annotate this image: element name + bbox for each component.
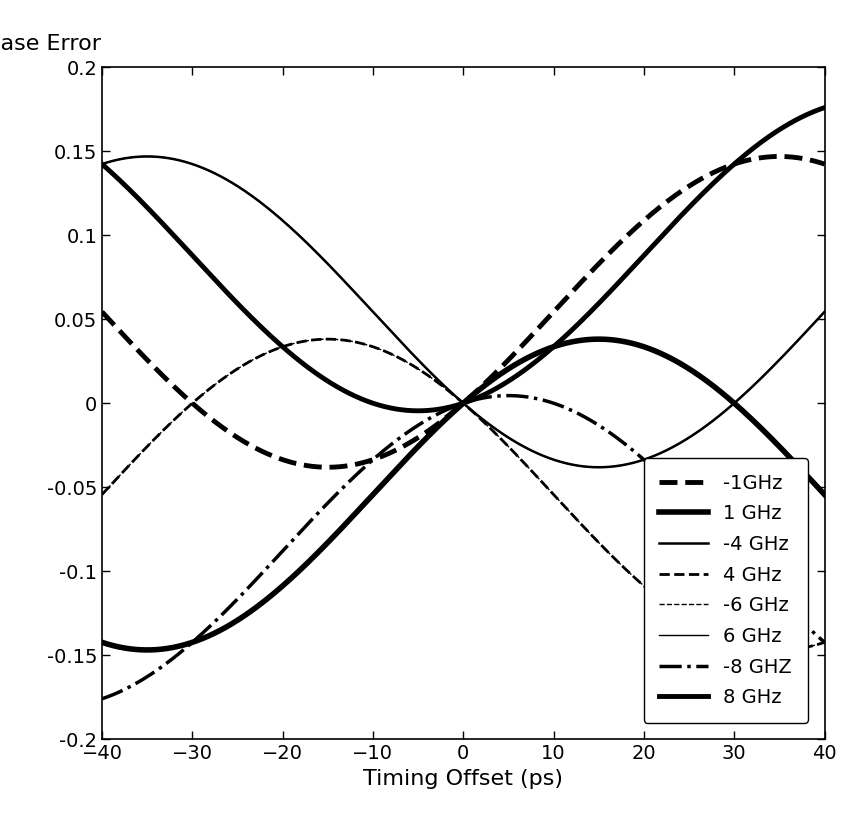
Y-axis label: Phase Error: Phase Error: [0, 34, 101, 54]
-4 GHz: [622, 459, 632, 470]
6 GHz: [762, 368, 772, 378]
-8 GHZ: [622, 440, 632, 450]
4 GHz: [323, 334, 333, 344]
1 GHz: [593, 334, 604, 344]
1 GHz: [622, 337, 632, 347]
Line: -4 GHz: -4 GHz: [102, 156, 824, 467]
8 GHz: [406, 406, 416, 416]
-6 GHz: [797, 643, 808, 653]
-6 GHz: [774, 645, 785, 655]
Line: 8 GHz: 8 GHz: [102, 108, 824, 411]
8 GHz: [622, 269, 632, 279]
-4 GHz: [97, 159, 107, 169]
-1GHz: [774, 151, 785, 161]
6 GHz: [406, 348, 416, 358]
-1GHz: [406, 437, 416, 447]
-1GHz: [97, 307, 107, 317]
-1GHz: [323, 462, 333, 472]
-8 GHZ: [503, 391, 513, 401]
-4 GHz: [400, 342, 411, 352]
Line: -1GHz: -1GHz: [102, 156, 824, 467]
1 GHz: [142, 645, 152, 655]
8 GHz: [819, 102, 830, 113]
-8 GHZ: [97, 694, 107, 704]
Line: 1 GHz: 1 GHz: [102, 339, 824, 650]
Line: 6 GHz: 6 GHz: [102, 156, 824, 467]
-1GHz: [762, 152, 772, 162]
4 GHz: [97, 490, 107, 500]
4 GHz: [406, 360, 416, 370]
8 GHz: [440, 403, 450, 413]
-4 GHz: [440, 382, 450, 392]
Legend: -1GHz, 1 GHz, -4 GHz, 4 GHz, -6 GHz, 6 GHz, -8 GHZ, 8 GHz: -1GHz, 1 GHz, -4 GHz, 4 GHz, -6 GHz, 6 G…: [643, 458, 808, 722]
1 GHz: [400, 454, 411, 465]
-1GHz: [622, 231, 632, 241]
-1GHz: [400, 440, 411, 450]
6 GHz: [97, 159, 107, 169]
-6 GHz: [440, 383, 450, 393]
4 GHz: [797, 643, 808, 653]
-1GHz: [819, 159, 830, 169]
1 GHz: [762, 428, 772, 438]
-8 GHZ: [400, 428, 411, 438]
1 GHz: [819, 490, 830, 500]
1 GHz: [797, 466, 808, 476]
8 GHz: [400, 405, 411, 415]
-6 GHz: [622, 565, 632, 575]
4 GHz: [400, 356, 411, 366]
4 GHz: [774, 645, 785, 655]
6 GHz: [797, 330, 808, 340]
-8 GHZ: [762, 580, 772, 591]
8 GHz: [97, 159, 107, 169]
-6 GHz: [762, 644, 772, 654]
4 GHz: [622, 565, 632, 575]
-6 GHz: [323, 334, 333, 344]
6 GHz: [593, 462, 604, 472]
8 GHz: [762, 134, 772, 144]
8 GHz: [413, 406, 423, 416]
-1GHz: [797, 154, 808, 164]
-8 GHZ: [406, 425, 416, 435]
-4 GHz: [406, 348, 416, 358]
6 GHz: [819, 307, 830, 317]
1 GHz: [406, 449, 416, 459]
-6 GHz: [819, 638, 830, 648]
-4 GHz: [593, 462, 604, 472]
6 GHz: [142, 151, 152, 161]
6 GHz: [622, 459, 632, 470]
-6 GHz: [400, 356, 411, 366]
1 GHz: [97, 638, 107, 648]
Line: -8 GHZ: -8 GHZ: [102, 396, 824, 699]
-1GHz: [440, 413, 450, 423]
4 GHz: [440, 383, 450, 393]
Line: -6 GHz: -6 GHz: [102, 339, 824, 650]
8 GHz: [797, 112, 808, 122]
6 GHz: [440, 382, 450, 392]
-4 GHz: [819, 307, 830, 317]
-4 GHz: [762, 368, 772, 378]
4 GHz: [819, 638, 830, 648]
-8 GHZ: [797, 617, 808, 627]
-8 GHZ: [819, 638, 830, 648]
-6 GHz: [406, 360, 416, 370]
Line: 4 GHz: 4 GHz: [102, 339, 824, 650]
-4 GHz: [142, 151, 152, 161]
-8 GHZ: [440, 406, 450, 416]
-4 GHz: [797, 330, 808, 340]
6 GHz: [400, 342, 411, 352]
1 GHz: [440, 414, 450, 424]
X-axis label: Timing Offset (ps): Timing Offset (ps): [363, 769, 564, 789]
4 GHz: [762, 644, 772, 654]
-6 GHz: [97, 490, 107, 500]
